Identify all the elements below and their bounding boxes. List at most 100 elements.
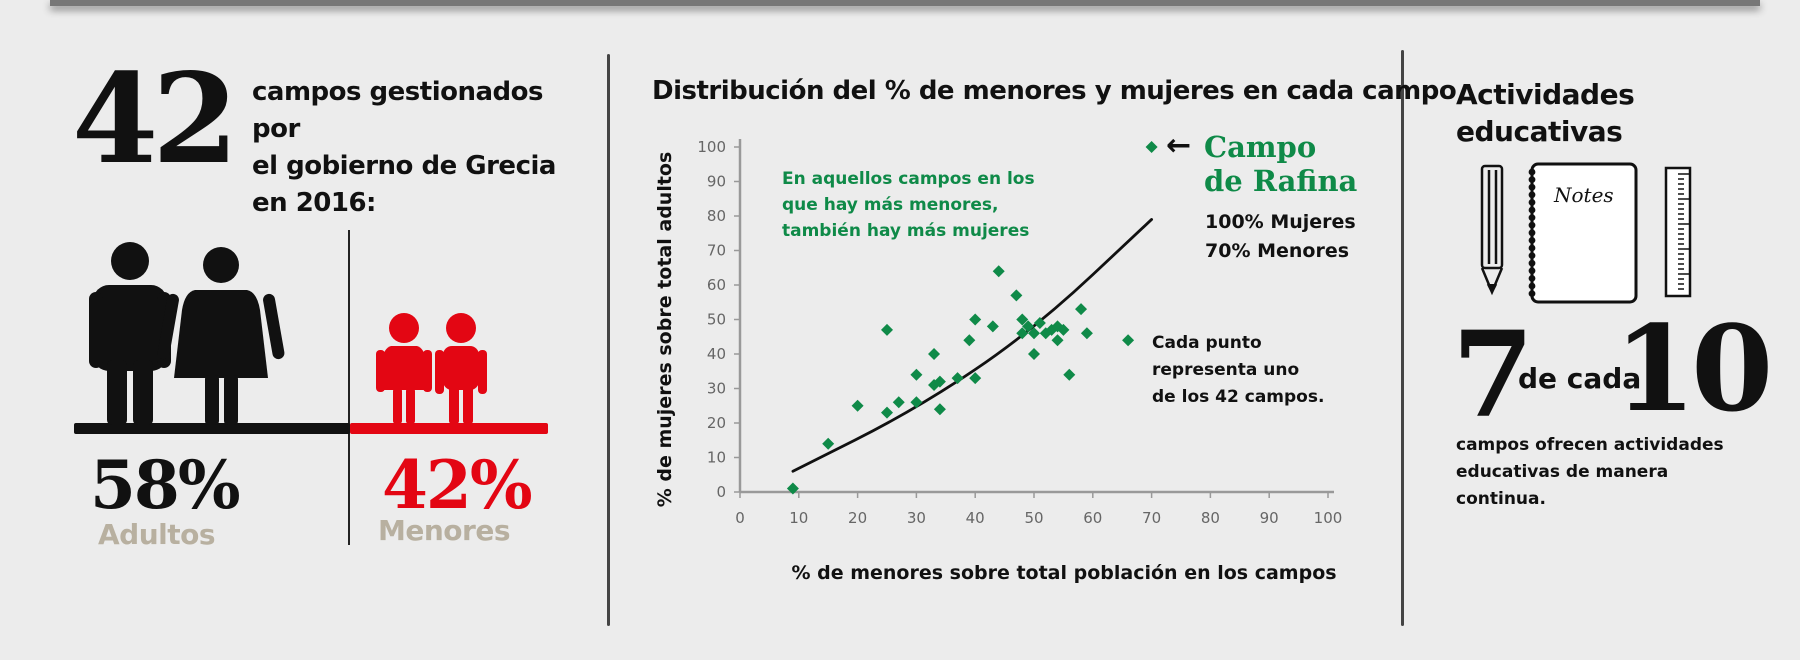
y-tick-label: 10 [707, 449, 726, 467]
data-point [822, 437, 835, 450]
data-point [786, 482, 799, 495]
activities-title-line: educativas [1456, 115, 1623, 148]
y-tick-label: 100 [697, 138, 726, 156]
x-tick-label: 50 [1024, 509, 1043, 527]
school-supplies-icons: Notes [1480, 162, 1692, 304]
x-tick-label: 80 [1201, 509, 1220, 527]
data-point [1080, 327, 1093, 340]
spiral-ring [1528, 237, 1536, 244]
data-point [1016, 327, 1029, 340]
correlation-annotation: En aquellos campos en los que hay más me… [782, 166, 1035, 244]
intro-line: el gobierno de Grecia [252, 151, 556, 181]
ruler-icon [1664, 166, 1692, 298]
annotation-line: que hay más menores, [782, 195, 999, 215]
data-point [933, 375, 946, 388]
activities-description-line: campos ofrecen actividades [1456, 435, 1724, 455]
data-point [1051, 334, 1064, 347]
y-tick-label: 20 [707, 414, 726, 432]
y-tick-label: 0 [716, 483, 726, 501]
rafina-stat: 100% Mujeres [1205, 211, 1356, 233]
x-tick-label: 60 [1083, 509, 1102, 527]
stat-de-cada: de cada [1518, 362, 1642, 395]
woman-icon [157, 247, 285, 425]
notebook-label: Notes [1553, 183, 1614, 207]
annotation-line: Cada punto [1152, 333, 1262, 353]
minors-label: Menores [378, 514, 511, 547]
data-point [963, 334, 976, 347]
adults-ground-bar [74, 423, 350, 434]
spiral-ring [1528, 214, 1536, 221]
spiral-ring [1528, 275, 1536, 282]
y-tick-label: 30 [707, 380, 726, 398]
data-point [969, 313, 982, 326]
notebook-icon: Notes [1528, 162, 1638, 304]
data-point [910, 368, 923, 381]
points-annotation: Cada punto representa uno de los 42 camp… [1152, 330, 1324, 411]
girl-icon [376, 313, 432, 424]
scatter-chart: 0 10 20 30 40 50 60 70 80 90 100 0 10 20 30 40 50 60 70 80 9… [654, 138, 1342, 584]
x-tick-label: 90 [1260, 509, 1279, 527]
spiral-ring [1528, 168, 1536, 176]
adults-percentage: 58% [90, 446, 241, 524]
y-tick-label: 60 [707, 276, 726, 294]
y-tick-label: 90 [707, 173, 726, 191]
x-tick-label: 10 [789, 509, 808, 527]
spiral-ring [1528, 206, 1536, 214]
data-point [986, 320, 999, 333]
y-axis-label: % de mujeres sobre total adultos [654, 152, 676, 508]
data-point [933, 403, 946, 416]
stat-ten: 10 [1614, 299, 1773, 438]
divider-left [607, 54, 610, 626]
trend-line [791, 218, 1153, 473]
data-point [1075, 303, 1088, 316]
spiral-ring [1528, 176, 1536, 184]
spiral-ring [1528, 267, 1536, 275]
man-icon [89, 242, 171, 425]
spiral-ring [1528, 229, 1536, 237]
rafina-label: Campo de Rafina [1204, 130, 1357, 198]
annotation-line: de los 42 campos. [1152, 387, 1325, 407]
spiral-ring [1528, 183, 1536, 191]
data-point [1028, 327, 1040, 340]
spiral-ring [1528, 221, 1536, 229]
activities-title: Actividades educativas [1456, 76, 1635, 150]
minors-percentage: 42% [382, 446, 533, 524]
data-point [1063, 368, 1076, 381]
intro-text: campos gestionados por el gobierno de Gr… [252, 74, 572, 222]
y-tick-label: 80 [707, 207, 726, 225]
rafina-label-line: de Rafina [1204, 164, 1358, 198]
activities-description-line: educativas de manera continua. [1456, 462, 1669, 509]
x-tick-label: 70 [1142, 509, 1161, 527]
pencil-icon [1480, 164, 1504, 296]
data-point [1022, 320, 1035, 333]
activities-title-line: Actividades [1456, 78, 1635, 111]
chart-title: Distribución del % de menores y mujeres … [652, 76, 1457, 106]
data-point [851, 399, 864, 412]
data-point [1145, 141, 1158, 153]
spiral-ring [1528, 259, 1536, 267]
boy-icon [435, 313, 487, 424]
data-point [892, 396, 905, 409]
data-point [881, 406, 893, 419]
data-point [881, 323, 893, 336]
spiral-ring [1528, 244, 1536, 252]
spiral-ring [1528, 199, 1536, 206]
data-point [1010, 289, 1023, 302]
y-tick-label: 70 [707, 242, 726, 260]
spiral-ring [1528, 252, 1536, 259]
spiral-ring [1528, 282, 1536, 290]
stat-seven: 7 [1452, 305, 1534, 444]
data-point [1016, 313, 1029, 326]
adults-label: Adultos [98, 518, 216, 551]
data-point [1057, 323, 1070, 336]
data-point [1051, 320, 1064, 333]
data-point [1028, 348, 1040, 360]
rafina-stats: 100% Mujeres 70% Menores [1205, 208, 1356, 266]
x-tick-label: 20 [848, 509, 867, 527]
x-axis-label: % de menores sobre total población en lo… [791, 562, 1336, 584]
spiral-ring [1528, 191, 1536, 199]
data-point [1039, 327, 1052, 340]
data-point [951, 372, 964, 385]
spiral-ring [1528, 290, 1536, 298]
data-point [1122, 334, 1135, 347]
